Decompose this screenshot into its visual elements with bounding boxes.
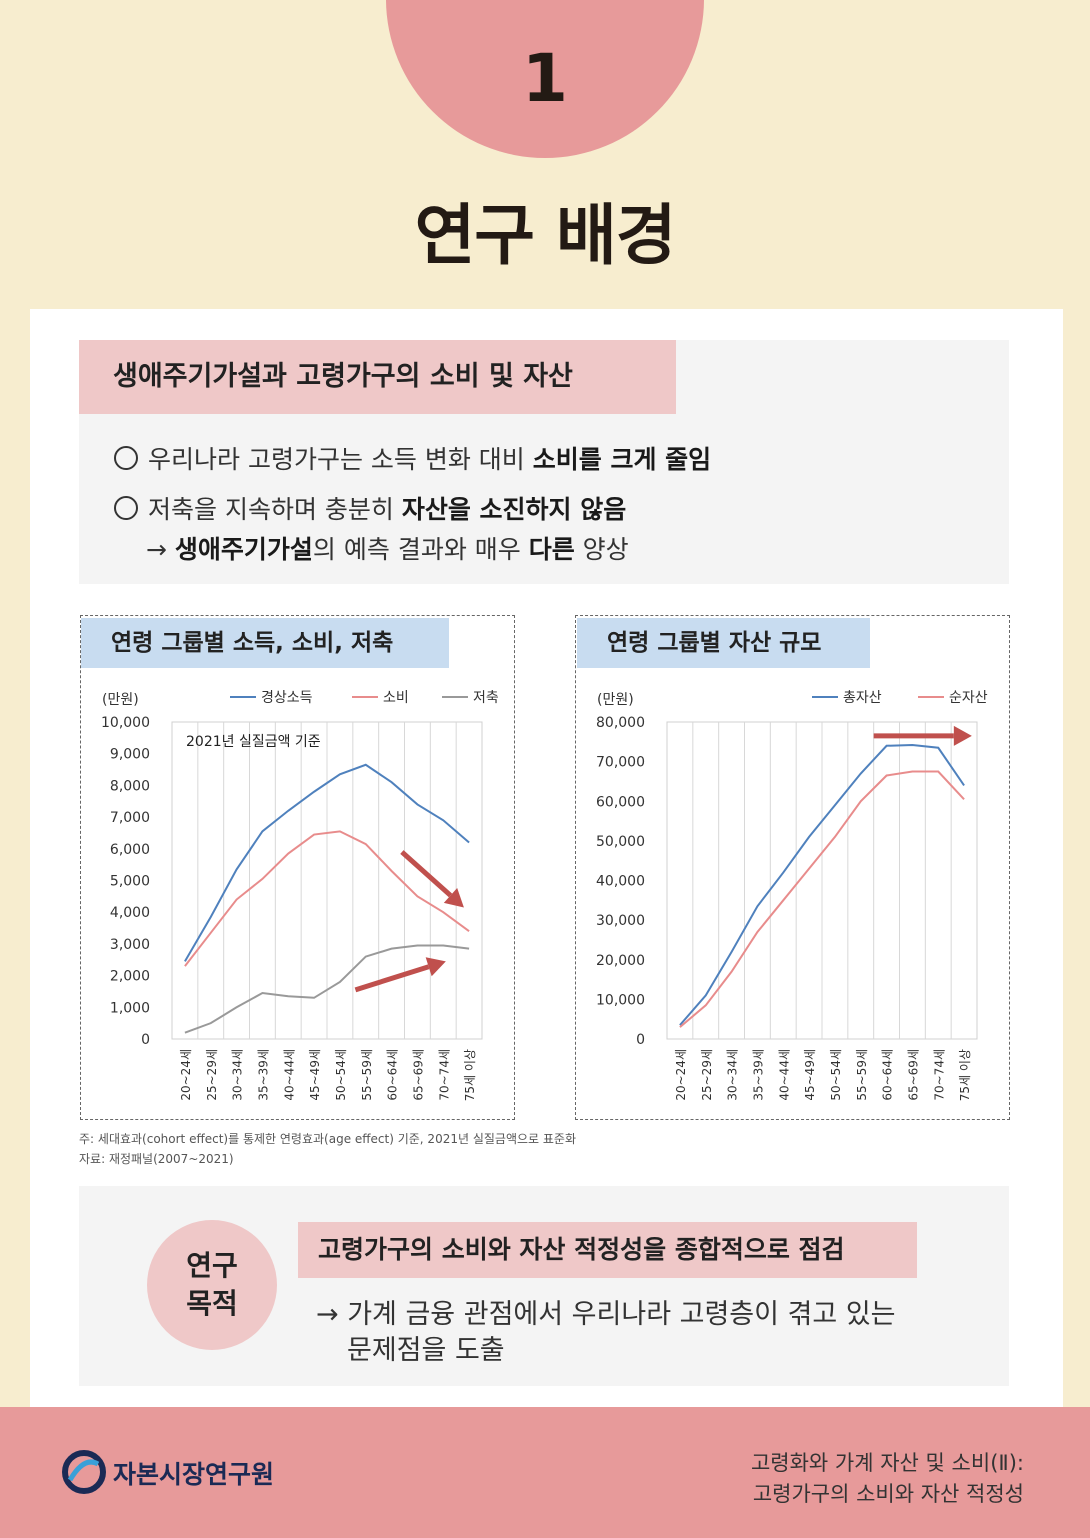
- y-tick-label: 0: [141, 1032, 150, 1048]
- y-axis-unit: (만원): [597, 692, 634, 708]
- purpose-line-2: 문제점을 도출: [347, 1335, 505, 1366]
- x-tick-label: 40~44세: [777, 1049, 791, 1101]
- background-conclusion: → 생애주기가설의 예측 결과와 매우 다른 양상: [146, 535, 629, 564]
- chart1-title: 연령 그룹별 소득, 소비, 저축: [81, 618, 449, 668]
- y-tick-label: 50,000: [596, 834, 645, 850]
- x-tick-label: 55~59세: [360, 1049, 374, 1101]
- legend-label: 총자산: [843, 690, 882, 706]
- y-tick-label: 60,000: [596, 794, 645, 810]
- y-tick-label: 5,000: [110, 874, 150, 890]
- y-tick-label: 7,000: [110, 810, 150, 826]
- chart1-frame: [80, 615, 515, 1120]
- chart1-plot: (만원) 0 1,000 2,000 3,000 4,000 5,000 6,000 7,000…: [101, 690, 499, 1101]
- x-tick-label: 60~64세: [881, 1049, 895, 1101]
- y-tick-label: 2,000: [110, 969, 150, 985]
- background-bullet-1: 우리나라 고령가구는 소득 변화 대비 소비를 크게 줄임: [114, 440, 711, 476]
- circle-bullet-icon: [114, 446, 138, 470]
- x-tick-label: 60~64세: [386, 1049, 400, 1101]
- trend-arrowhead-icon: [953, 725, 972, 746]
- legend-label: 순자산: [949, 690, 988, 706]
- x-tick-label: 45~49세: [308, 1049, 322, 1101]
- y-tick-label: 80,000: [596, 715, 645, 731]
- y-tick-label: 10,000: [596, 992, 645, 1008]
- note-line-1: 주: 세대효과(cohort effect)를 통제한 연령효과(age eff…: [79, 1132, 577, 1146]
- trend-arrowhead-icon: [443, 887, 464, 908]
- x-tick-label: 35~39세: [751, 1049, 765, 1101]
- y-tick-label: 40,000: [596, 874, 645, 890]
- report-title-line-1: 고령화와 가계 자산 및 소비(Ⅱ):: [750, 1451, 1024, 1475]
- org-name: 자본시장연구원: [113, 1460, 275, 1489]
- y-tick-label: 30,000: [596, 913, 645, 929]
- background-bullet-2: 저축을 지속하며 충분히 자산을 소진하지 않음: [114, 490, 626, 526]
- y-tick-label: 4,000: [110, 905, 150, 921]
- x-tick-label: 50~54세: [829, 1049, 843, 1101]
- x-tick-label: 30~34세: [726, 1049, 740, 1101]
- y-tick-label: 9,000: [110, 747, 150, 763]
- circle-bullet-icon: [114, 496, 138, 520]
- y-tick-label: 1,000: [110, 1000, 150, 1016]
- x-tick-label: 55~59세: [855, 1049, 869, 1101]
- series-line-순자산: [679, 770, 965, 1028]
- legend-label: 경상소득: [261, 690, 313, 706]
- note-line-2: 자료: 재정패널(2007~2021): [79, 1152, 234, 1166]
- x-tick-label: 65~69세: [411, 1049, 425, 1101]
- x-tick-label: 35~39세: [256, 1049, 270, 1101]
- x-tick-label: 70~74세: [437, 1049, 451, 1101]
- chart1-annotation: 2021년 실질금액 기준: [186, 734, 321, 750]
- kcmi-logo-icon: [62, 1450, 106, 1494]
- x-tick-label: 20~24세: [674, 1049, 688, 1101]
- x-tick-label: 45~49세: [803, 1049, 817, 1101]
- trend-arrow-icon: [354, 964, 430, 993]
- purpose-line-1: → 가계 금융 관점에서 우리나라 고령층이 겪고 있는: [316, 1299, 896, 1330]
- y-tick-label: 8,000: [110, 778, 150, 794]
- x-tick-label: 65~69세: [906, 1049, 920, 1101]
- y-tick-label: 6,000: [110, 842, 150, 858]
- x-tick-label: 75세 이상: [463, 1049, 477, 1101]
- x-tick-label: 25~29세: [205, 1049, 219, 1101]
- x-tick-label: 50~54세: [334, 1049, 348, 1101]
- y-tick-label: 3,000: [110, 937, 150, 953]
- page-title: 연구 배경: [414, 197, 677, 274]
- y-tick-label: 0: [636, 1032, 645, 1048]
- series-line-저축: [184, 944, 470, 1034]
- series-line-경상소득: [184, 763, 470, 962]
- x-tick-label: 30~34세: [231, 1049, 245, 1101]
- y-axis-unit: (만원): [102, 692, 139, 708]
- legend-label: 저축: [473, 690, 499, 706]
- footer: [0, 1407, 1090, 1538]
- x-tick-label: 75세 이상: [958, 1049, 972, 1101]
- trend-arrowhead-icon: [425, 957, 446, 977]
- report-title-line-2: 고령가구의 소비와 자산 적정성: [752, 1482, 1024, 1506]
- x-tick-label: 40~44세: [282, 1049, 296, 1101]
- chart2-plot: (만원) 0 10,000 20,000 30,000 40,000 50,000 60,00…: [596, 690, 988, 1101]
- chart2-title: 연령 그룹별 자산 규모: [577, 618, 870, 668]
- x-tick-label: 20~24세: [179, 1049, 193, 1101]
- legend-label: 소비: [383, 690, 409, 706]
- series-line-소비: [184, 830, 470, 967]
- series-line-총자산: [679, 743, 965, 1026]
- y-tick-label: 20,000: [596, 953, 645, 969]
- purpose-badge: 연구 목적: [147, 1220, 277, 1350]
- trend-arrow-icon: [400, 850, 453, 898]
- chart2-frame: [575, 615, 1010, 1120]
- purpose-heading: 고령가구의 소비와 자산 적정성을 종합적으로 점검: [298, 1222, 917, 1278]
- x-tick-label: 25~29세: [700, 1049, 714, 1101]
- x-tick-label: 70~74세: [932, 1049, 946, 1101]
- background-heading: 생애주기가설과 고령가구의 소비 및 자산: [79, 340, 676, 414]
- y-tick-label: 70,000: [596, 755, 645, 771]
- section-number: 1: [522, 40, 568, 117]
- y-tick-label: 10,000: [101, 715, 150, 731]
